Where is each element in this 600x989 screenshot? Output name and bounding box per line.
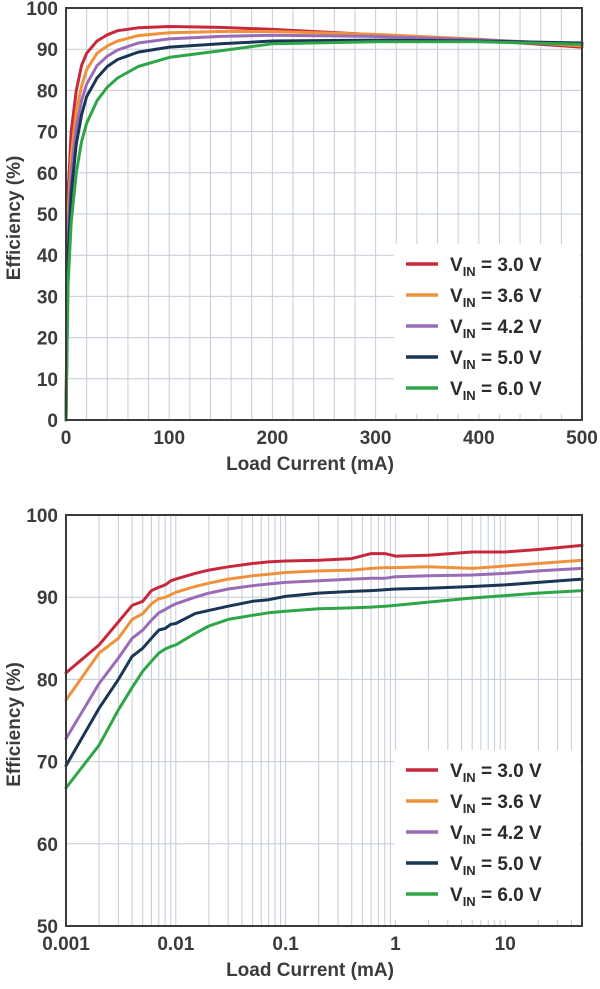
legend-entry: VIN = 3.6 V: [450, 286, 542, 310]
efficiency-chart-linear: 0 10 20 30 40 50 60 70 80 90 100 0 100 200 300 400 500 Lo…: [4, 0, 598, 475]
x-tick-label: 0: [61, 428, 72, 449]
y-tick-label: 20: [37, 329, 58, 350]
y-tick-label: 100: [26, 506, 58, 527]
series-line-1: [64, 30, 584, 422]
x-tick-label: 100: [153, 428, 185, 449]
legend: VIN = 3.0 V VIN = 3.6 V VIN = 4.2 V VIN = 5…: [394, 244, 580, 414]
y-tick-label: 70: [37, 123, 58, 144]
x-axis-title: Load Current (mA): [226, 454, 394, 475]
x-tick-label: 300: [360, 428, 392, 449]
series-line-2: [64, 566, 584, 741]
y-tick-label: 80: [37, 670, 58, 691]
plot-frame: [65, 7, 583, 421]
y-tick-label: 80: [37, 81, 58, 102]
series-line-3: [64, 38, 584, 422]
y-tick-label: 60: [37, 164, 58, 185]
legend-entry: VIN = 4.2 V: [450, 823, 542, 847]
y-tick-label: 10: [37, 370, 58, 391]
series-line-2: [64, 33, 584, 422]
legend-entry: VIN = 3.6 V: [450, 792, 542, 816]
y-tick-label: 50: [37, 917, 58, 938]
x-tick-label: 0.1: [272, 934, 299, 955]
x-tick-label: 0.01: [157, 934, 194, 955]
y-tick-label: 60: [37, 835, 58, 856]
legend-entry: VIN = 6.0 V: [450, 379, 542, 403]
y-tick-label: 90: [37, 40, 58, 61]
y-axis-title: Efficiency (%): [4, 156, 25, 281]
efficiency-chart-log: 50 60 70 80 90 100 0.001 0.01 0.1 1 10 Load Current…: [4, 506, 584, 981]
y-axis-title: Efficiency (%): [4, 662, 25, 787]
y-tick-label: 40: [37, 246, 58, 267]
x-axis-title: Load Current (mA): [226, 960, 394, 981]
legend-entry: VIN = 6.0 V: [450, 885, 542, 909]
legend-box: [394, 244, 580, 414]
legend-box: [394, 750, 580, 920]
y-tick-label: 90: [37, 588, 58, 609]
y-tick-label: 100: [26, 0, 58, 20]
y-tick-label: 0: [47, 411, 58, 432]
x-tick-label: 10: [495, 934, 516, 955]
legend: VIN = 3.0 V VIN = 3.6 V VIN = 4.2 V VIN = 5…: [394, 750, 580, 920]
x-tick-label: 0.001: [42, 934, 90, 955]
series-line-4: [64, 40, 584, 422]
series-line-1: [64, 558, 584, 702]
x-tick-label: 400: [463, 428, 495, 449]
y-tick-label: 50: [37, 205, 58, 226]
y-tick-label: 70: [37, 753, 58, 774]
plot-frame: [65, 514, 583, 927]
series-line-3: [64, 577, 584, 768]
legend-entry: VIN = 4.2 V: [450, 317, 542, 341]
legend-entry: VIN = 5.0 V: [450, 854, 542, 878]
series-line-0: [64, 543, 584, 675]
x-tick-label: 500: [566, 428, 598, 449]
legend-entry: VIN = 3.0 V: [450, 255, 542, 279]
y-tick-label: 30: [37, 287, 58, 308]
legend-entry: VIN = 5.0 V: [450, 348, 542, 372]
x-tick-label: 1: [390, 934, 401, 955]
legend-entry: VIN = 3.0 V: [450, 761, 542, 785]
series-line-4: [64, 589, 584, 790]
x-tick-label: 200: [257, 428, 289, 449]
